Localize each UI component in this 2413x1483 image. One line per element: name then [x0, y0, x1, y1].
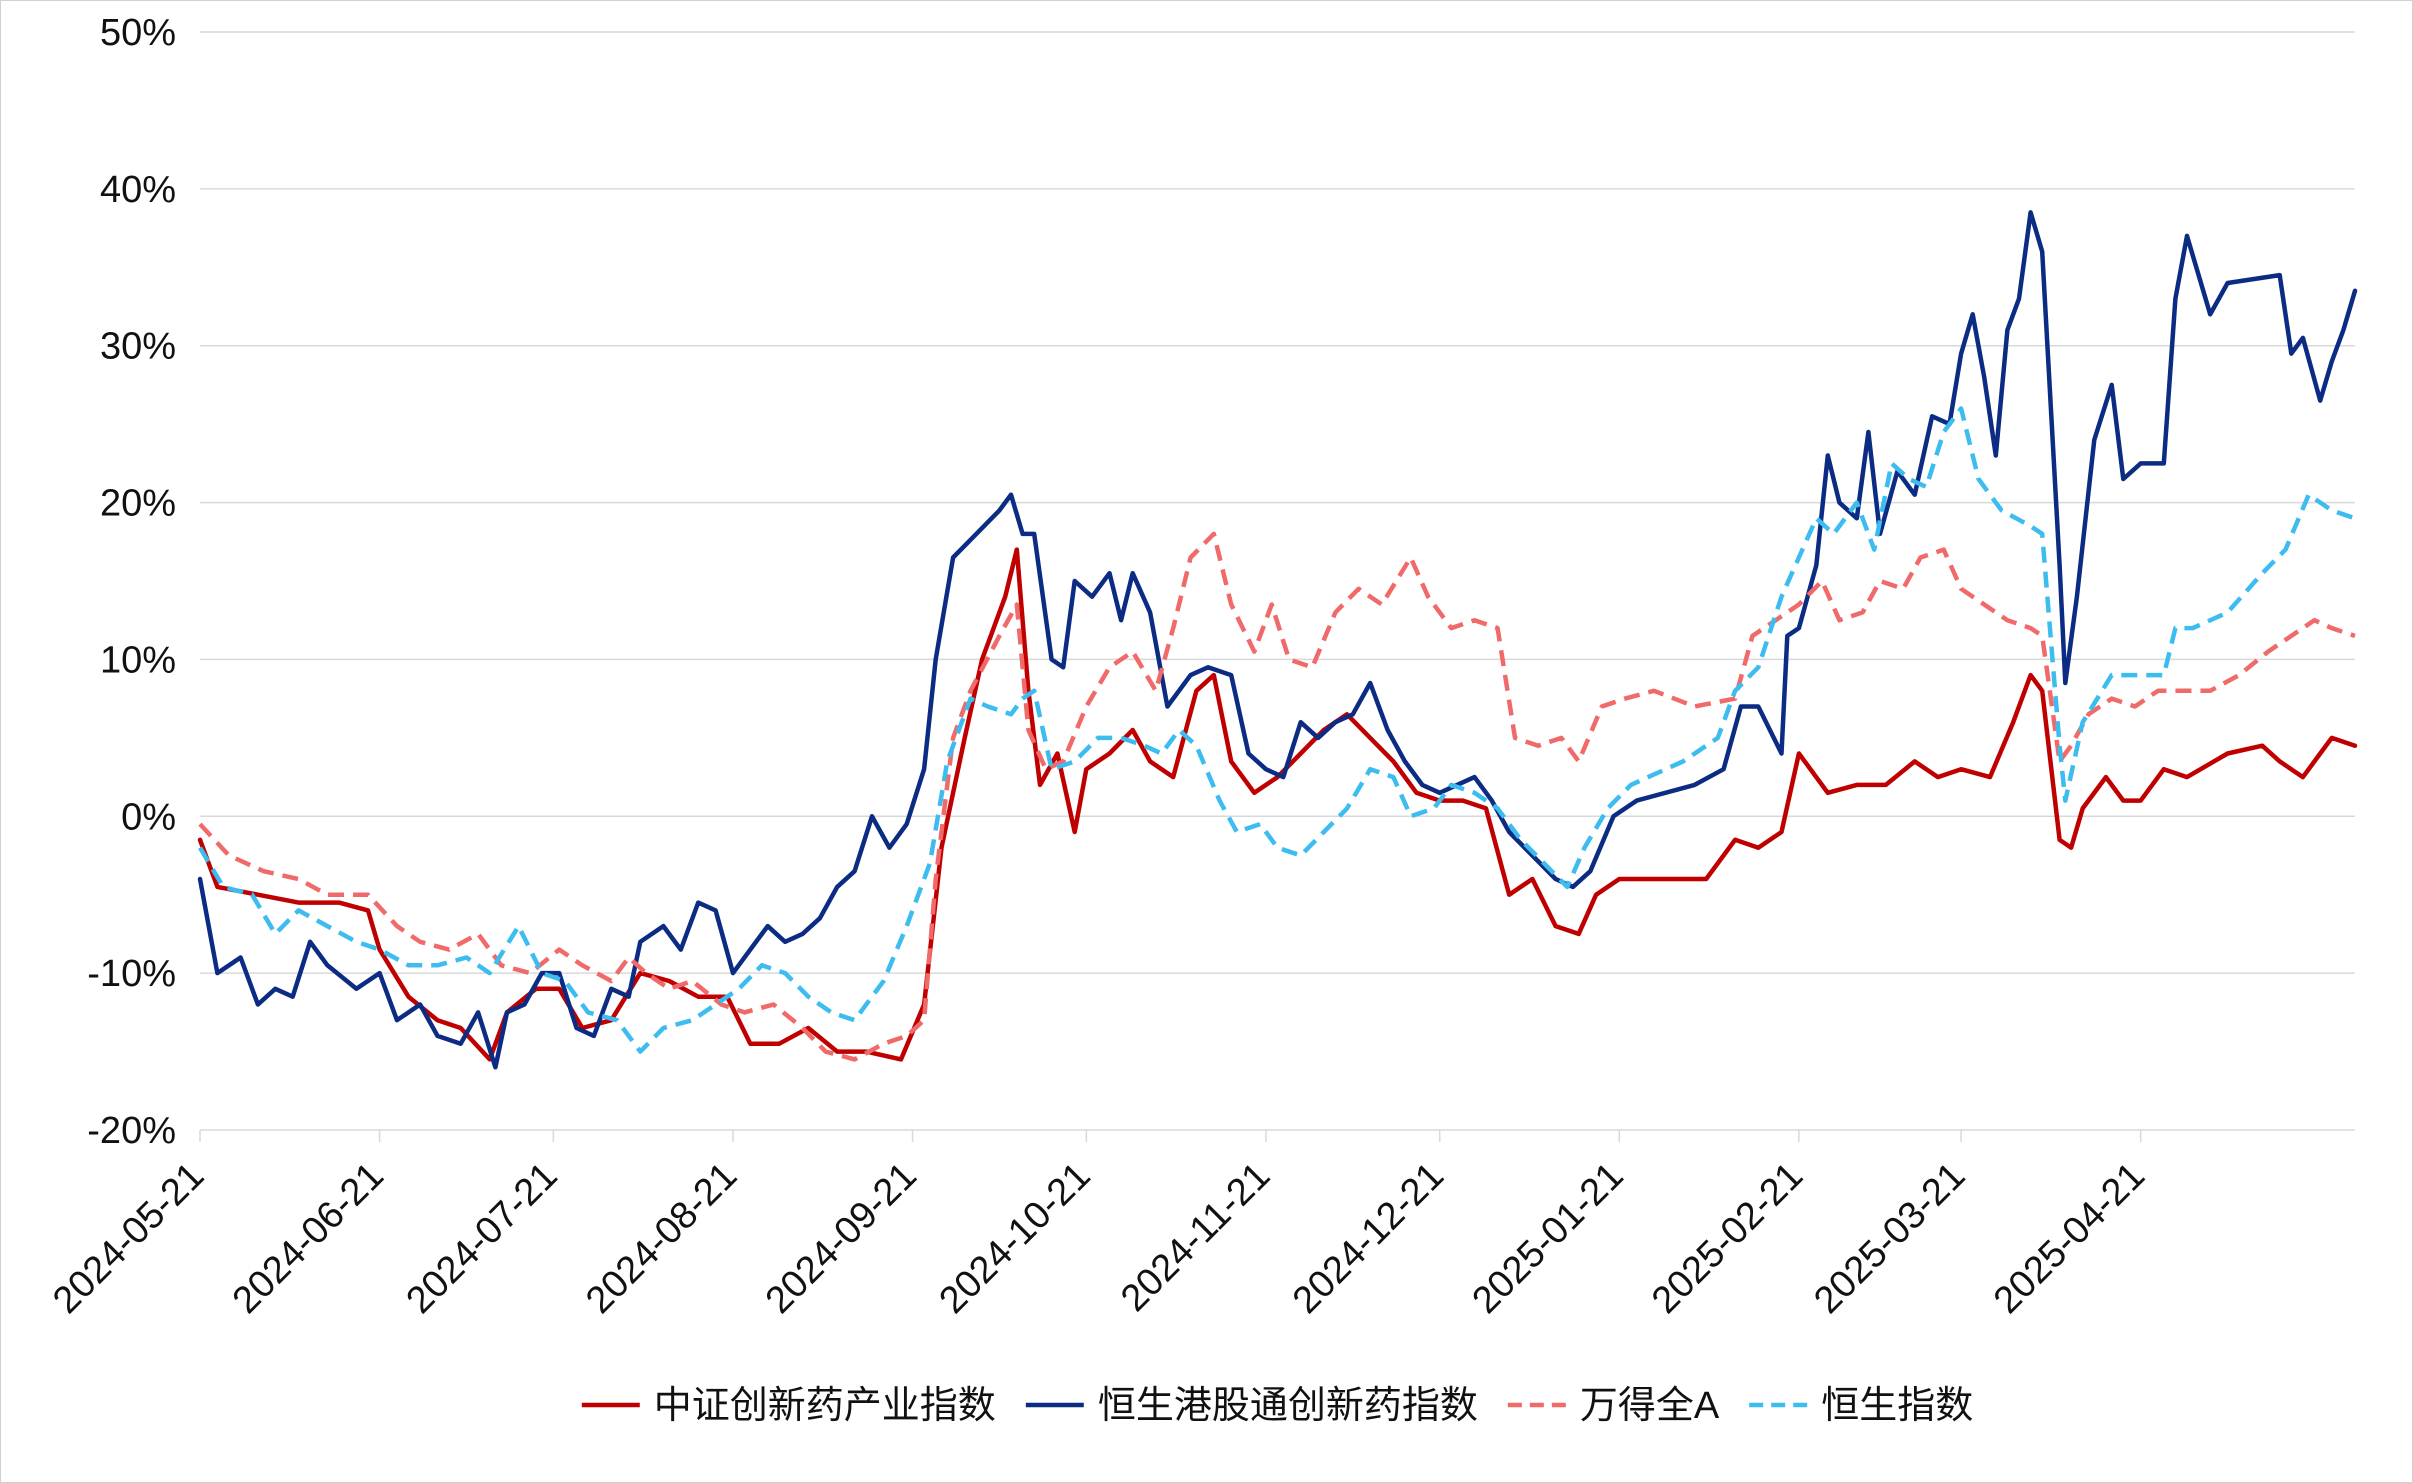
x-tick-label: 2025-01-21 [1464, 1155, 1631, 1322]
legend-label: 恒生港股通创新药指数 [1098, 1385, 1478, 1427]
legend-item-3: 万得全A [1507, 1385, 1720, 1427]
series-lines [197, 210, 2358, 1070]
y-tick-label: 40% [100, 169, 176, 211]
legend-label: 中证创新药产业指数 [654, 1385, 996, 1427]
grid-lines [200, 31, 2355, 1131]
x-axis [199, 1130, 2142, 1142]
x-tick-label: 2024-10-21 [932, 1155, 1099, 1322]
y-tick-label: 0% [121, 796, 176, 838]
x-tick-label: 2024-06-21 [225, 1155, 392, 1322]
x-tick-label: 2025-04-21 [1986, 1155, 2153, 1322]
y-tick-label: 10% [100, 639, 176, 681]
x-tick-labels: 2024-05-21 2024-06-21 2024-07-21 2024-08-21… [45, 1155, 2153, 1322]
y-tick-label: 20% [100, 483, 176, 525]
x-tick-label: 2024-05-21 [45, 1155, 212, 1322]
x-tick-label: 2025-03-21 [1806, 1155, 1973, 1322]
x-tick-label: 2024-09-21 [758, 1155, 925, 1322]
y-tick-label: -10% [87, 953, 176, 995]
series-line-3 [198, 531, 2356, 1062]
legend-label: 恒生指数 [1821, 1385, 1973, 1427]
y-tick-labels: -20% -10% 0% 10% 20% 30% 40% 50% [87, 12, 176, 1152]
legend-label: 万得全A [1580, 1385, 1720, 1427]
series-line-4 [198, 406, 2356, 1054]
y-tick-label: -20% [87, 1110, 176, 1152]
x-tick-label: 2024-08-21 [578, 1155, 745, 1322]
legend-item-4: 恒生指数 [1749, 1385, 1973, 1427]
series-line-2 [197, 210, 2358, 1070]
y-tick-label: 50% [100, 12, 176, 54]
y-tick-label: 30% [100, 326, 176, 368]
x-tick-label: 2024-07-21 [399, 1155, 566, 1322]
legend-item-1: 中证创新药产业指数 [581, 1385, 996, 1427]
x-tick-label: 2024-12-21 [1285, 1155, 1452, 1322]
x-tick-label: 2024-11-21 [1113, 1155, 1278, 1320]
x-tick-label: 2025-02-21 [1644, 1155, 1811, 1322]
legend-item-2: 恒生港股通创新药指数 [1025, 1385, 1478, 1427]
legend: 中证创新药产业指数 恒生港股通创新药指数 万得全A 恒生指数 [581, 1385, 1973, 1427]
